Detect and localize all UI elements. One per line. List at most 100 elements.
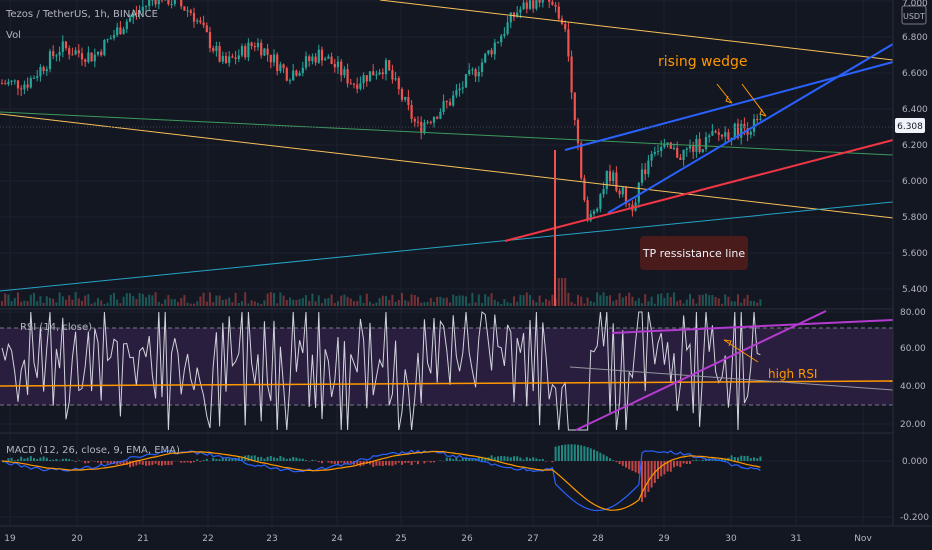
volume-bar (631, 296, 634, 306)
candle-body (589, 214, 592, 221)
macd-histogram-bar (452, 459, 455, 461)
macd-histogram-bar (314, 460, 317, 461)
candle-body (516, 12, 519, 17)
volume-bar (474, 302, 477, 306)
candle-body (375, 74, 378, 76)
price-tick: 6.400 (902, 105, 928, 115)
macd-histogram-bar (17, 459, 19, 461)
macd-histogram-bar (564, 444, 567, 461)
candle-body (496, 42, 500, 44)
volume-bar (273, 293, 275, 306)
candle-body (202, 22, 205, 26)
macd-histogram-bar (593, 449, 595, 461)
macd-histogram-bar (148, 461, 151, 466)
candle-body (125, 21, 128, 29)
macd-histogram-bar (573, 444, 576, 461)
price-axis[interactable]: 7.000 6.800 6.600 6.400 6.200 6.000 5.80… (902, 0, 928, 295)
candle-body (676, 148, 679, 158)
candle-body (573, 92, 576, 120)
candle-body (119, 27, 122, 35)
macd-histogram-bar (647, 461, 650, 492)
volume-bar (241, 301, 243, 306)
volume-bar (570, 301, 573, 306)
candle-body (74, 50, 77, 55)
volume-bar (343, 294, 346, 306)
candle-body (192, 12, 196, 22)
volume-bar (461, 295, 464, 306)
volume-bar (417, 296, 419, 306)
macd-histogram-bar (465, 458, 467, 461)
macd-histogram-bar (321, 461, 323, 464)
volume-bar (93, 302, 96, 306)
volume-bar (359, 295, 362, 306)
volume-bar (625, 296, 627, 306)
candle-body (301, 67, 304, 74)
volume-bar (49, 298, 51, 306)
candle-body (448, 101, 452, 106)
volume-bar (65, 299, 67, 306)
candle-body (42, 67, 45, 72)
macd-histogram-bar (756, 458, 759, 461)
macd-histogram-bar (612, 460, 615, 461)
candle-body (727, 132, 730, 140)
volume-bar (605, 295, 608, 306)
macd-histogram-bar (74, 461, 77, 462)
macd-histogram-bar (45, 457, 48, 461)
macd-histogram-bar (164, 461, 167, 466)
volume-bar (557, 278, 560, 306)
macd-histogram-bar (682, 461, 685, 464)
candle-body (151, 0, 154, 1)
time-axis[interactable]: 19 20 21 22 23 24 25 26 27 28 29 30 31 N… (4, 534, 872, 544)
volume-bar (36, 301, 39, 306)
rsi-axis[interactable]: 80.00 60.00 40.00 20.00 (900, 308, 926, 430)
volume-bar (749, 300, 752, 306)
macd-histogram-bar (295, 457, 298, 461)
candle-body (378, 72, 381, 75)
macd-histogram-bar (1, 460, 3, 461)
candle-body (733, 123, 736, 138)
candle-body (432, 116, 436, 123)
candle-body (388, 60, 391, 71)
macd-histogram-bar (663, 461, 666, 475)
macd-axis[interactable]: 0.000 -0.200 (900, 457, 929, 523)
volume-bar (33, 292, 35, 306)
candle-body (288, 80, 292, 82)
volume-bar (285, 300, 288, 306)
macd-histogram-bar (599, 452, 602, 461)
candle-body (541, 0, 544, 3)
macd-histogram-bar (106, 461, 109, 464)
candle-body (644, 169, 647, 175)
candle-body (349, 83, 352, 85)
volume-bar (682, 303, 685, 306)
currency-badge[interactable] (901, 5, 927, 25)
candle-body (13, 80, 16, 82)
candle-body (244, 46, 247, 58)
volume-bar (145, 297, 147, 306)
candle-body (71, 54, 74, 56)
macd-histogram-bar (154, 461, 157, 464)
volume-bar (714, 297, 717, 306)
volume-bar (564, 278, 567, 306)
volume-bar (397, 299, 400, 306)
volume-bar (129, 293, 131, 306)
candle-body (23, 84, 26, 90)
volume-bar (164, 299, 167, 306)
volume-bar (743, 298, 746, 306)
candle-body (592, 211, 596, 215)
candle-body (154, 0, 157, 5)
candle-body (100, 51, 103, 56)
volume-bar (708, 295, 711, 306)
macd-histogram-bar (269, 456, 272, 461)
candle-body (583, 178, 586, 201)
volume-bar (135, 299, 138, 306)
macd-histogram-bar (746, 455, 749, 461)
macd-histogram-bar (500, 456, 503, 461)
candle-body (477, 71, 480, 77)
candle-body (279, 64, 282, 72)
volume-bar (401, 292, 403, 306)
candle-body (640, 169, 644, 183)
candle-body (365, 75, 368, 82)
volume-bar (26, 301, 29, 306)
candle-body (93, 54, 96, 62)
